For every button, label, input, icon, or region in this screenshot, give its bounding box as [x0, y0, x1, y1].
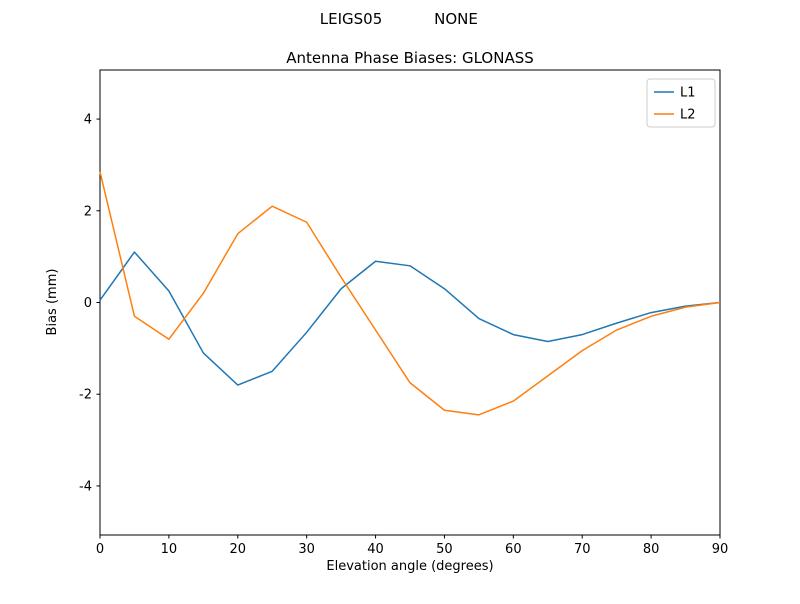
- legend-box: [646, 78, 716, 128]
- plot-area-border: [99, 69, 721, 536]
- x-tick-label: 90: [712, 542, 729, 557]
- x-axis-label: Elevation angle (degrees): [326, 559, 493, 574]
- series-line-L1: [99, 251, 721, 386]
- x-tick-label: 40: [367, 542, 384, 557]
- series-line-L2: [99, 171, 721, 416]
- y-axis-ticks: -4 -2 0 2 4: [79, 113, 100, 494]
- x-tick-label: 10: [161, 542, 178, 557]
- chart-title: Antenna Phase Biases: GLONASS: [286, 49, 534, 67]
- x-tick-label: 50: [436, 542, 453, 557]
- x-tick-label: 70: [574, 542, 591, 557]
- x-tick-label: 80: [643, 542, 660, 557]
- legend-label-L2: L2: [680, 108, 696, 123]
- suptitle-station: LEIGS05: [320, 10, 383, 28]
- x-tick-label: 0: [96, 542, 104, 557]
- suptitle-model: NONE: [434, 10, 478, 28]
- x-tick-label: 30: [298, 542, 315, 557]
- legend-label-L1: L1: [680, 86, 696, 101]
- x-tick-label: 20: [230, 542, 247, 557]
- y-tick-label: 0: [84, 296, 92, 311]
- y-axis-label: Bias (mm): [45, 269, 60, 336]
- x-axis-ticks: 0 10 20 30 40 50 60 70 80 90: [96, 535, 728, 557]
- x-tick-label: 60: [505, 542, 522, 557]
- y-tick-label: -4: [79, 479, 92, 494]
- data-series: [99, 171, 721, 416]
- y-tick-label: -2: [79, 388, 92, 403]
- y-tick-label: 4: [84, 113, 92, 128]
- y-tick-label: 2: [84, 204, 92, 219]
